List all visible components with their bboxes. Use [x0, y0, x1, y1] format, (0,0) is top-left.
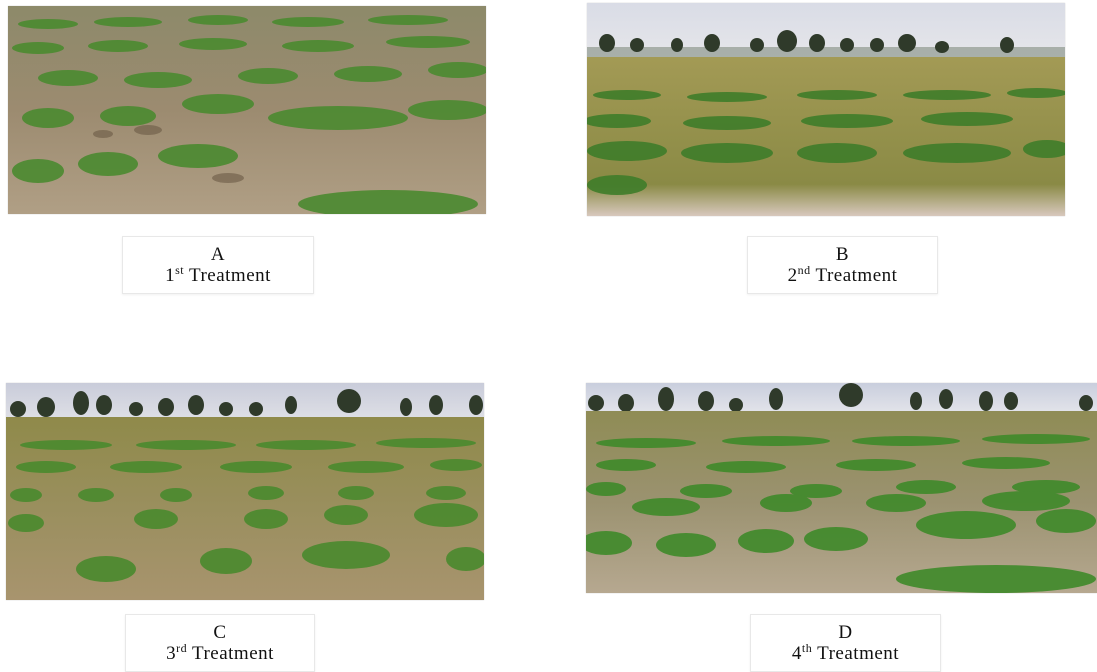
- panel-letter-c: C: [213, 622, 227, 643]
- treatment-label-c: 3rd Treatment: [166, 641, 274, 664]
- caption-c: C 3rd Treatment: [125, 614, 315, 672]
- treatment-label-d: 4th Treatment: [791, 641, 900, 664]
- caption-b: B 2nd Treatment: [747, 236, 938, 294]
- treatment-label-a: 1st Treatment: [165, 263, 271, 286]
- caption-d: D 4th Treatment: [750, 614, 941, 672]
- field-image-b: [587, 3, 1065, 216]
- panel-letter-a: A: [210, 244, 226, 265]
- photo-c: [6, 383, 484, 600]
- panel-letter-b: B: [835, 244, 850, 265]
- photo-d: [586, 383, 1097, 593]
- treatment-label-b: 2nd Treatment: [787, 263, 898, 286]
- field-image-c: [6, 383, 484, 600]
- panel-letter-d: D: [838, 622, 853, 643]
- photo-b: [587, 3, 1065, 216]
- photo-a: [8, 6, 486, 214]
- caption-a: A 1st Treatment: [122, 236, 314, 294]
- field-image-a: [8, 6, 486, 214]
- field-image-d: [586, 383, 1097, 593]
